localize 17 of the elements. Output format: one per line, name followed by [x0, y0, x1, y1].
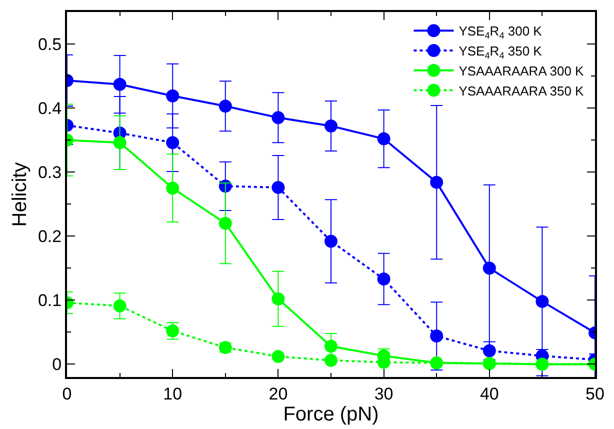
y-axis-title: Helicity [8, 162, 31, 227]
x-tick-label: 20 [268, 384, 288, 404]
x-tick-label: 50 [586, 384, 604, 404]
legend-label: YSAAARAARA 300 K [458, 63, 584, 78]
x-tick-label: 40 [480, 384, 499, 404]
y-tick-label: 0.5 [38, 34, 62, 54]
x-tick-label: 30 [374, 384, 394, 404]
legend-label: YSE$_{4}$R$_{4}$ 350 K [458, 44, 542, 60]
legend-label: YSAAARAARA 350 K [458, 83, 584, 98]
legend-label: YSE$_{4}$R$_{4}$ 300 K [458, 24, 542, 40]
x-tick-label: 10 [163, 384, 182, 404]
y-tick-label: 0.4 [38, 99, 62, 118]
x-axis-title: Force (pN) [283, 403, 379, 426]
y-tick-label: 0.2 [38, 227, 62, 246]
y-tick-label: 0.1 [38, 291, 62, 310]
y-tick-label: 0 [52, 355, 62, 374]
y-tick-label: 0.3 [38, 163, 62, 182]
